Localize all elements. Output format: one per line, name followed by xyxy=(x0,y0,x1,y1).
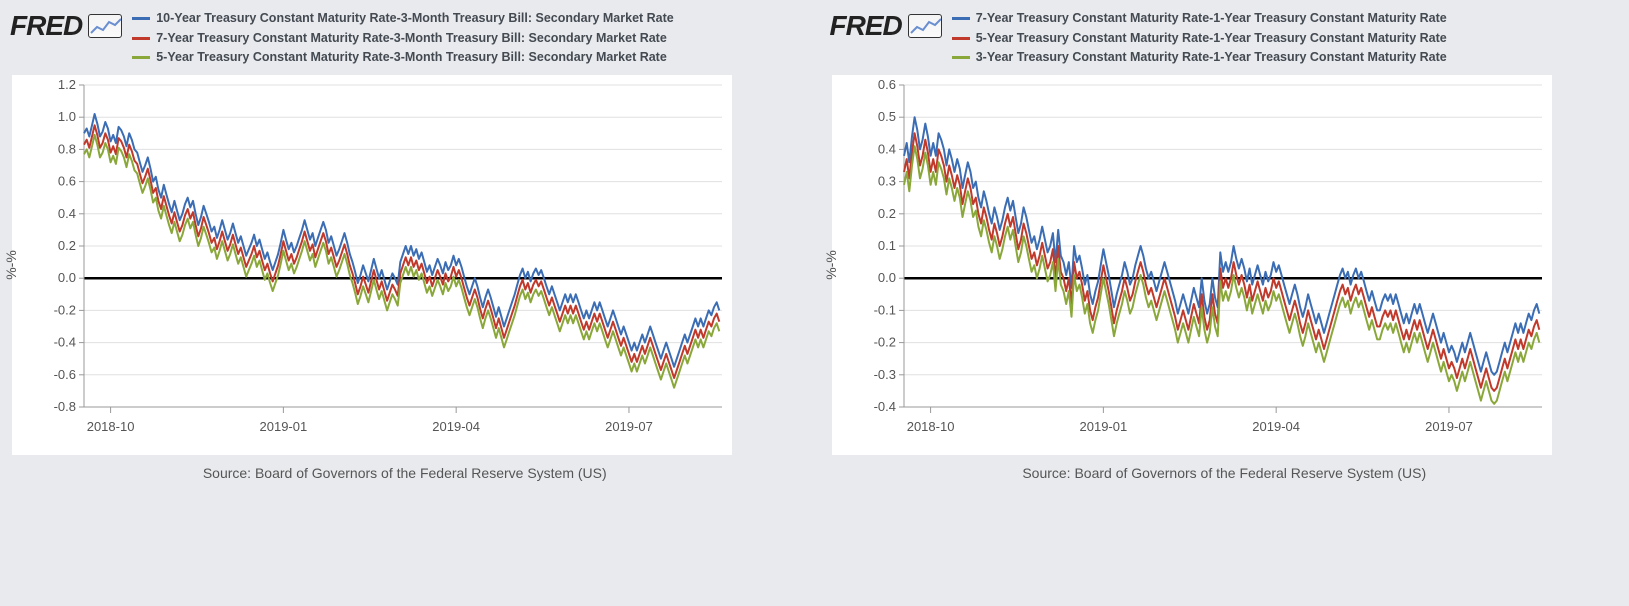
svg-text:0.3: 0.3 xyxy=(877,173,895,188)
chart-source: Source: Board of Governors of the Federa… xyxy=(824,459,1626,483)
svg-text:-0.2: -0.2 xyxy=(873,334,895,349)
legend-item: 10-Year Treasury Constant Maturity Rate-… xyxy=(132,10,799,28)
svg-text:0.6: 0.6 xyxy=(58,173,76,188)
svg-text:0.4: 0.4 xyxy=(58,205,76,220)
legend-label: 5-Year Treasury Constant Maturity Rate-1… xyxy=(976,30,1447,48)
legend-item: 3-Year Treasury Constant Maturity Rate-1… xyxy=(952,49,1619,67)
legend-item: 7-Year Treasury Constant Maturity Rate-3… xyxy=(132,30,799,48)
line-chart: -0.8 -0.6 -0.4 -0.2 0.0 0.2 0.4 0.6 0.8 1.0 1.2 201… xyxy=(12,75,732,455)
legend-item: 5-Year Treasury Constant Maturity Rate-3… xyxy=(132,49,799,67)
legend-swatch xyxy=(132,56,150,59)
svg-text:2019-04: 2019-04 xyxy=(1252,419,1300,434)
fred-chart-icon xyxy=(908,14,942,38)
chart-area: %-% -0.8 -0.6 -0.4 -0.2 0.0 0.2 0.4 0.6 0.8 1.0 1.… xyxy=(4,71,806,459)
svg-text:-0.4: -0.4 xyxy=(54,334,76,349)
svg-text:-0.3: -0.3 xyxy=(873,366,895,381)
svg-text:0.2: 0.2 xyxy=(58,238,76,253)
svg-text:2018-10: 2018-10 xyxy=(87,419,135,434)
legend-item: 5-Year Treasury Constant Maturity Rate-1… xyxy=(952,30,1619,48)
fred-chart-icon xyxy=(88,14,122,38)
chart-area: %-% -0.4 -0.3 -0.2 -0.1 0.0 0.1 0.2 0.3 0.4 0.5 0.… xyxy=(824,71,1626,459)
svg-text:1.2: 1.2 xyxy=(58,77,76,92)
line-chart: -0.4 -0.3 -0.2 -0.1 0.0 0.1 0.2 0.3 0.4 0.5 0.6 201… xyxy=(832,75,1552,455)
svg-text:0.0: 0.0 xyxy=(58,270,76,285)
legend-item: 7-Year Treasury Constant Maturity Rate-1… xyxy=(952,10,1619,28)
fred-logo: FRED xyxy=(830,10,942,42)
fred-logo: FRED xyxy=(10,10,122,42)
legend-label: 5-Year Treasury Constant Maturity Rate-3… xyxy=(156,49,667,67)
panel-header: FRED 10-Year Treasury Constant Maturity … xyxy=(4,4,806,71)
svg-text:2019-04: 2019-04 xyxy=(432,419,480,434)
legend-label: 7-Year Treasury Constant Maturity Rate-1… xyxy=(976,10,1447,28)
chart-panel-left: FRED 10-Year Treasury Constant Maturity … xyxy=(4,4,806,483)
chart-panel-right: FRED 7-Year Treasury Constant Maturity R… xyxy=(824,4,1626,483)
legend-swatch xyxy=(952,56,970,59)
panel-header: FRED 7-Year Treasury Constant Maturity R… xyxy=(824,4,1626,71)
svg-text:2019-01: 2019-01 xyxy=(1079,419,1127,434)
y-axis-label: %-% xyxy=(822,250,838,280)
svg-text:0.0: 0.0 xyxy=(877,270,895,285)
y-axis-label: %-% xyxy=(3,250,19,280)
legend-swatch xyxy=(952,37,970,40)
svg-text:2019-01: 2019-01 xyxy=(260,419,308,434)
legend-swatch xyxy=(132,37,150,40)
legend-label: 7-Year Treasury Constant Maturity Rate-3… xyxy=(156,30,667,48)
legend-label: 3-Year Treasury Constant Maturity Rate-1… xyxy=(976,49,1447,67)
fred-logo-text: FRED xyxy=(830,10,902,42)
svg-text:0.1: 0.1 xyxy=(877,238,895,253)
svg-text:-0.2: -0.2 xyxy=(54,302,76,317)
svg-text:0.4: 0.4 xyxy=(877,141,895,156)
svg-text:2019-07: 2019-07 xyxy=(605,419,653,434)
svg-text:0.8: 0.8 xyxy=(58,141,76,156)
svg-text:-0.6: -0.6 xyxy=(54,366,76,381)
svg-text:2018-10: 2018-10 xyxy=(906,419,954,434)
chart-legend: 7-Year Treasury Constant Maturity Rate-1… xyxy=(952,10,1619,69)
svg-text:1.0: 1.0 xyxy=(58,109,76,124)
chart-source: Source: Board of Governors of the Federa… xyxy=(4,459,806,483)
fred-logo-text: FRED xyxy=(10,10,82,42)
legend-swatch xyxy=(952,17,970,20)
svg-text:-0.4: -0.4 xyxy=(873,399,895,414)
legend-label: 10-Year Treasury Constant Maturity Rate-… xyxy=(156,10,674,28)
svg-text:0.5: 0.5 xyxy=(877,109,895,124)
svg-text:-0.8: -0.8 xyxy=(54,399,76,414)
svg-text:-0.1: -0.1 xyxy=(873,302,895,317)
chart-legend: 10-Year Treasury Constant Maturity Rate-… xyxy=(132,10,799,69)
svg-text:0.2: 0.2 xyxy=(877,205,895,220)
svg-text:0.6: 0.6 xyxy=(877,77,895,92)
legend-swatch xyxy=(132,17,150,20)
svg-text:2019-07: 2019-07 xyxy=(1425,419,1473,434)
